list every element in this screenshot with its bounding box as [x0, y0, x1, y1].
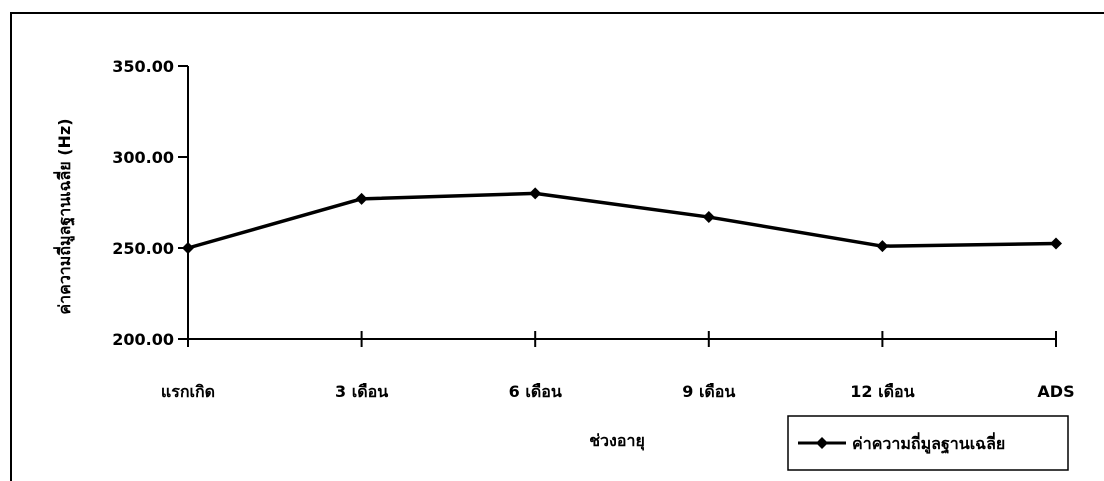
x-tick-label: ADS	[1037, 382, 1074, 401]
y-tick-label: 250.00	[112, 239, 174, 258]
x-tick-label: 9 เดือน	[682, 382, 735, 401]
data-point	[182, 242, 194, 254]
y-tick-label: 200.00	[112, 330, 174, 349]
legend: ค่าความถี่มูลฐานเฉลี่ย	[787, 415, 1069, 471]
legend-label: ค่าความถี่มูลฐานเฉลี่ย	[852, 432, 1005, 455]
x-tick-label: 6 เดือน	[509, 382, 562, 401]
series-line	[187, 191, 1057, 250]
data-point	[1050, 237, 1062, 250]
series-layer	[182, 187, 1062, 254]
x-ticks: แรกเกิด 3 เดือน 6 เดือน 9 เดือน 12 เดือน ADS	[161, 331, 1075, 401]
legend-marker-diamond	[816, 437, 828, 449]
y-ticks: 200.00 250.00 300.00 350.00	[112, 57, 188, 349]
x-tick-label: 12 เดือน	[850, 382, 914, 401]
x-tick-label: 3 เดือน	[335, 382, 388, 401]
y-tick-label: 350.00	[112, 57, 174, 76]
x-axis-title: ช่วงอายุ	[589, 431, 645, 451]
data-point	[702, 211, 715, 224]
data-point	[876, 240, 889, 253]
x-tick-label: แรกเกิด	[161, 382, 215, 401]
chart-frame	[10, 12, 1104, 481]
y-axis-title: ค่าความถี่มูลฐานเฉลี่ย (Hz)	[53, 118, 76, 314]
data-point	[355, 192, 368, 205]
data-point	[529, 187, 542, 200]
y-tick-label: 300.00	[112, 148, 174, 167]
